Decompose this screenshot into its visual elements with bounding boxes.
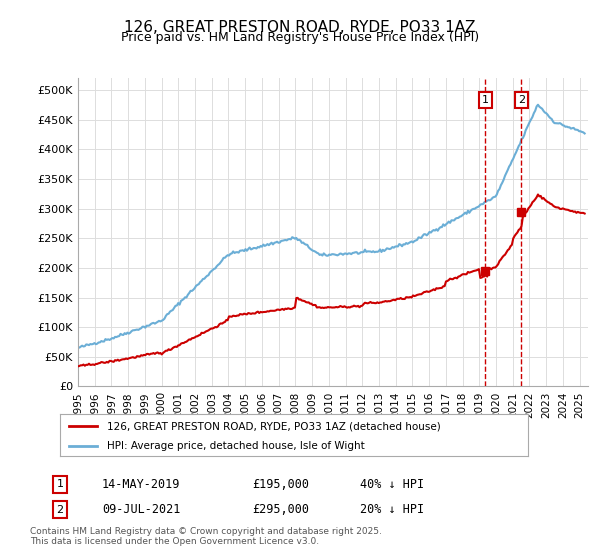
Text: HPI: Average price, detached house, Isle of Wight: HPI: Average price, detached house, Isle…	[107, 441, 365, 451]
Text: 14-MAY-2019: 14-MAY-2019	[102, 478, 181, 491]
Text: Price paid vs. HM Land Registry's House Price Index (HPI): Price paid vs. HM Land Registry's House …	[121, 31, 479, 44]
Text: 1: 1	[482, 95, 489, 105]
Text: 2: 2	[56, 505, 64, 515]
Text: 126, GREAT PRESTON ROAD, RYDE, PO33 1AZ (detached house): 126, GREAT PRESTON ROAD, RYDE, PO33 1AZ …	[107, 421, 440, 431]
Text: 20% ↓ HPI: 20% ↓ HPI	[360, 503, 424, 516]
Text: 40% ↓ HPI: 40% ↓ HPI	[360, 478, 424, 491]
Text: Contains HM Land Registry data © Crown copyright and database right 2025.
This d: Contains HM Land Registry data © Crown c…	[30, 526, 382, 546]
Text: 126, GREAT PRESTON ROAD, RYDE, PO33 1AZ: 126, GREAT PRESTON ROAD, RYDE, PO33 1AZ	[124, 20, 476, 35]
Text: £295,000: £295,000	[252, 503, 309, 516]
Text: 2: 2	[518, 95, 525, 105]
Text: 09-JUL-2021: 09-JUL-2021	[102, 503, 181, 516]
Text: 1: 1	[56, 479, 64, 489]
Text: £195,000: £195,000	[252, 478, 309, 491]
